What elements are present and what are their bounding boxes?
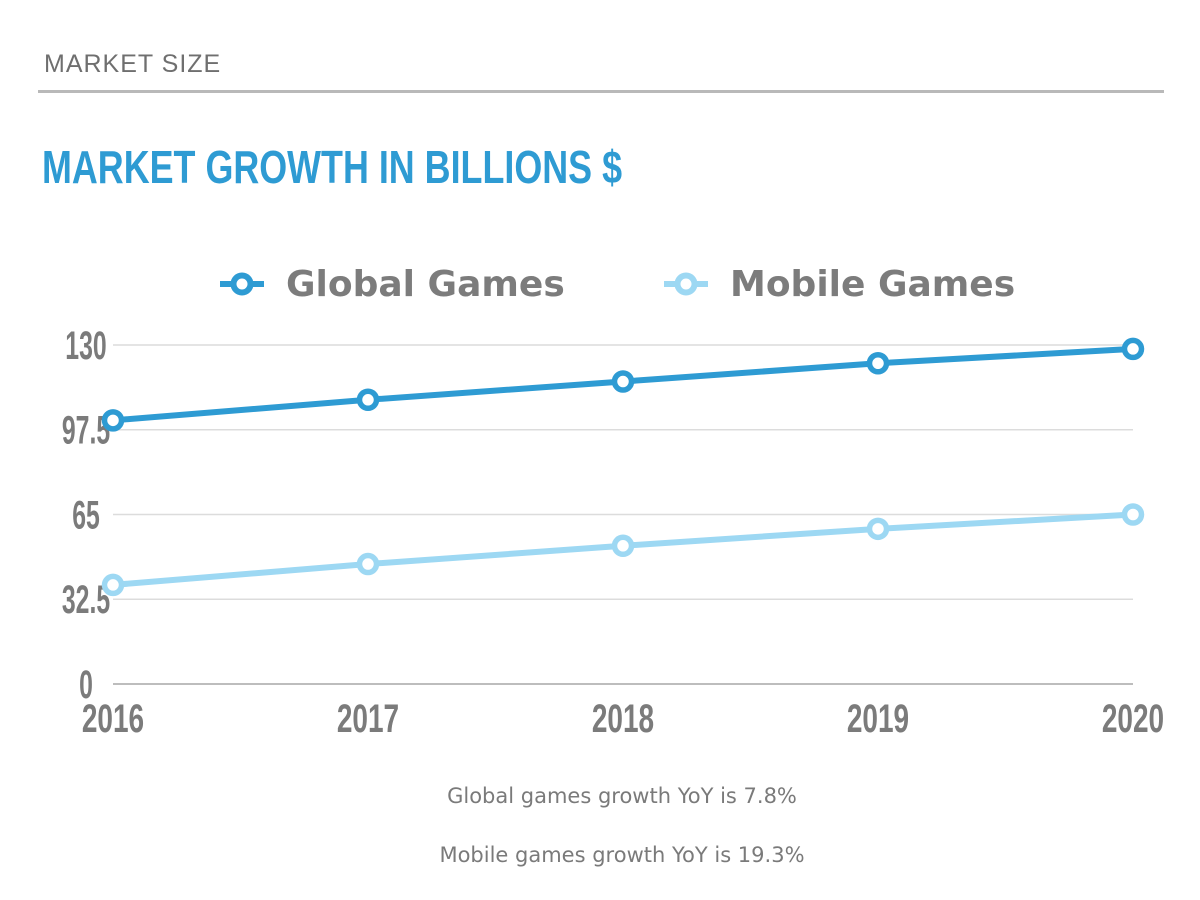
chart-title: MARKET GROWTH IN BILLIONS $ [42,141,623,193]
section-label: MARKET SIZE [44,50,222,78]
x-tick-label: 2018 [592,697,654,741]
x-tick-label: 2020 [1102,697,1164,741]
data-point-mobile [611,534,635,558]
data-point-mobile [1121,503,1145,526]
note-mobile-growth: Mobile games growth YoY is 19.3% [439,843,805,867]
data-point-global [1121,337,1145,361]
data-point-global [866,352,890,375]
y-tick-label: 0 [79,663,93,707]
data-point-global [356,388,380,412]
data-point-mobile [356,552,380,576]
data-point-global [101,409,125,432]
legend-marker-global-icon [220,272,264,296]
x-tick-label: 2019 [847,697,909,741]
data-point-mobile [866,517,890,541]
y-tick-label: 97.5 [62,409,110,453]
y-tick-label: 130 [65,324,106,368]
section-divider [38,90,1164,93]
note-global-growth: Global games growth YoY is 7.8% [447,784,797,808]
data-point-global [611,370,635,393]
legend-marker-mobile-icon [664,272,708,296]
data-point-mobile [101,573,125,597]
x-tick-label: 2017 [337,697,399,741]
legend-item-mobile: Mobile Games [664,262,1015,306]
legend-item-global: Global Games [220,262,565,306]
legend-label-global: Global Games [286,263,565,305]
legend-label-mobile: Mobile Games [730,263,1016,305]
x-tick-label: 2016 [82,697,144,741]
y-tick-label: 65 [72,494,100,538]
